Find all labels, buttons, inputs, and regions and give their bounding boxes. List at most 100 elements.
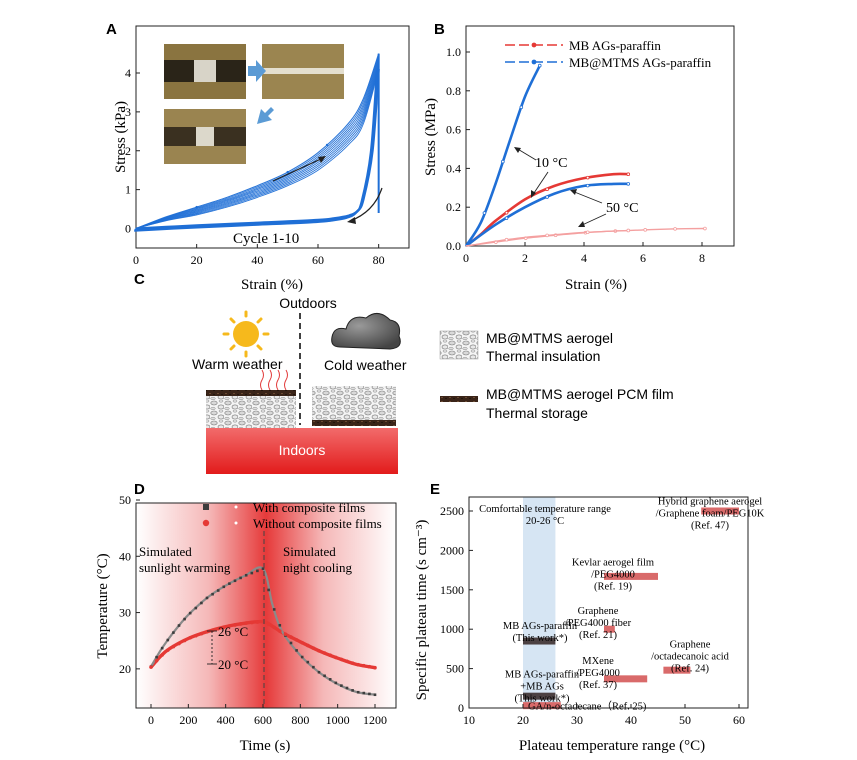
with-films-marker <box>328 678 332 681</box>
comfort-range-line2: 20-26 °C <box>526 516 564 527</box>
panel-e-xtick-label: 10 <box>463 713 475 727</box>
with-films-marker <box>356 690 360 694</box>
panel-e-ytick-label: 2500 <box>440 504 464 518</box>
without-films-marker <box>238 622 243 626</box>
cloud-icon <box>331 313 401 350</box>
plateau-bar-label: /PEG4000 <box>591 569 635 580</box>
with-films-marker <box>306 660 310 664</box>
panel-e-xtick-label: 20 <box>517 713 529 727</box>
without-films-marker <box>199 631 204 636</box>
plateau-bar <box>701 507 739 515</box>
panel-a-xtick-label: 60 <box>312 253 324 267</box>
with-films-marker <box>222 585 226 589</box>
with-films-marker <box>362 691 366 695</box>
plateau-bar-label: (Ref. 24) <box>671 663 709 674</box>
label-26c: 26 °C <box>218 624 248 639</box>
plateau-bar-label: Hybrid graphene aerogel <box>658 497 762 508</box>
panel-a-loading-cycle-5 <box>135 60 380 229</box>
panel-e-ticks: 10 20 30 40 50 60 0 500 1000 1500 2000 2500 <box>440 504 745 727</box>
panel-b-xtick-label: 6 <box>640 251 646 265</box>
plateau-bar-label: MXene <box>582 656 614 667</box>
panel-b-marker <box>673 227 677 231</box>
panel-b-marker <box>585 175 590 180</box>
temperature-range-bracket <box>207 630 217 665</box>
panel-a: A 0 20 40 60 80 0 1 2 3 4 <box>106 21 410 293</box>
panel-e-ytick-label: 1000 <box>440 622 464 636</box>
cycle-annotation: Cycle 1-10 <box>233 231 299 247</box>
plateau-bar-label: MB AGs-paraffin <box>503 621 578 632</box>
with-films-marker <box>340 684 343 687</box>
plateau-bar-label: (Ref. 21) <box>579 630 617 641</box>
panel-e-letter: E <box>430 481 440 498</box>
sun-icon <box>222 310 270 358</box>
panel-b-marker <box>643 228 648 232</box>
panel-e-xtick-label: 30 <box>571 713 583 727</box>
without-films-marker <box>205 629 209 634</box>
unloading-direction-arrow-icon <box>347 187 383 224</box>
plateau-bar-label: /PEG4000 fiber <box>565 618 632 629</box>
without-films-marker <box>322 651 327 655</box>
panel-d-letter: D <box>134 481 145 498</box>
with-films-marker <box>205 596 209 600</box>
without-films-marker <box>339 657 344 662</box>
panel-a-plot <box>134 53 380 232</box>
panel-a-loading-cycle-8 <box>135 65 380 229</box>
with-films-marker <box>351 689 354 692</box>
plateau-bar-label: Kevlar aerogel film <box>572 557 654 568</box>
plateau-bar-label: (Ref. 19) <box>594 581 632 592</box>
panel-d: D 0 200 400 600 800 1000 1200 20 30 40 50 With com… <box>95 481 397 754</box>
panel-b-xtick-label: 2 <box>522 251 528 265</box>
heat-waves-warm-icon <box>260 369 288 391</box>
without-films-marker <box>149 665 153 669</box>
panel-b-marker <box>545 187 549 192</box>
plateau-bar-label: (Ref. 47) <box>691 521 729 532</box>
panel-d-ylabel: Temperature (°C) <box>95 553 111 658</box>
plateau-bar-label: Graphene <box>670 639 711 650</box>
panel-b-xtick-label: 0 <box>463 251 469 265</box>
legend-aerogel-swatch <box>439 330 479 360</box>
panel-b-xtick-label: 4 <box>581 251 587 265</box>
without-films-marker <box>272 625 277 630</box>
without-films-marker <box>255 620 260 624</box>
legend-with-films-label: With composite films <box>253 500 365 515</box>
panel-d-xtick-label: 600 <box>254 713 272 727</box>
without-films-marker <box>227 624 232 628</box>
with-films-marker <box>200 601 203 605</box>
without-films-marker <box>328 653 333 658</box>
without-films-marker <box>188 635 192 640</box>
panel-a-loading-cycle-3 <box>135 56 380 229</box>
plateau-bar <box>604 625 615 633</box>
panel-a-xtick-label: 40 <box>251 253 263 267</box>
with-films-marker <box>300 655 304 659</box>
without-films-marker <box>334 655 338 660</box>
with-films-marker <box>172 631 175 634</box>
panel-b-ytick-label: 1.0 <box>446 45 461 59</box>
comfort-range-line1: Comfortable temperature range <box>479 504 611 515</box>
with-films-marker <box>256 569 259 573</box>
without-films-marker <box>233 623 237 627</box>
with-films-marker <box>233 579 237 583</box>
with-films-marker <box>261 567 265 570</box>
panel-d-ytick-label: 20 <box>119 662 131 676</box>
panel-b-marker <box>626 172 631 177</box>
warm-aerogel-layer <box>206 396 296 428</box>
panel-d-background <box>136 503 396 708</box>
with-films-curve <box>150 566 376 696</box>
panel-b-marker <box>545 195 549 199</box>
without-films-marker <box>306 643 310 648</box>
with-films-marker <box>368 692 371 696</box>
night-line2: night cooling <box>283 560 352 575</box>
panel-b-marker <box>482 211 487 215</box>
panel-d-xtick-label: 1200 <box>363 713 387 727</box>
panel-a-xtick-label: 0 <box>133 253 139 267</box>
with-films-marker <box>211 592 214 596</box>
panel-e-plot: Hybrid graphene aerogel/Graphene foam/PE… <box>503 497 765 713</box>
without-films-marker <box>356 662 361 667</box>
without-films-marker <box>294 638 299 642</box>
with-films-marker <box>194 606 198 610</box>
photo-arrow-down-left-icon <box>257 107 274 124</box>
panel-b-ytick-label: 0.6 <box>446 123 461 137</box>
panel-a-ytick-label: 2 <box>125 144 131 158</box>
panel-a-ticks: 0 20 40 60 80 0 1 2 3 4 <box>125 66 385 267</box>
without-films-marker <box>216 626 220 631</box>
